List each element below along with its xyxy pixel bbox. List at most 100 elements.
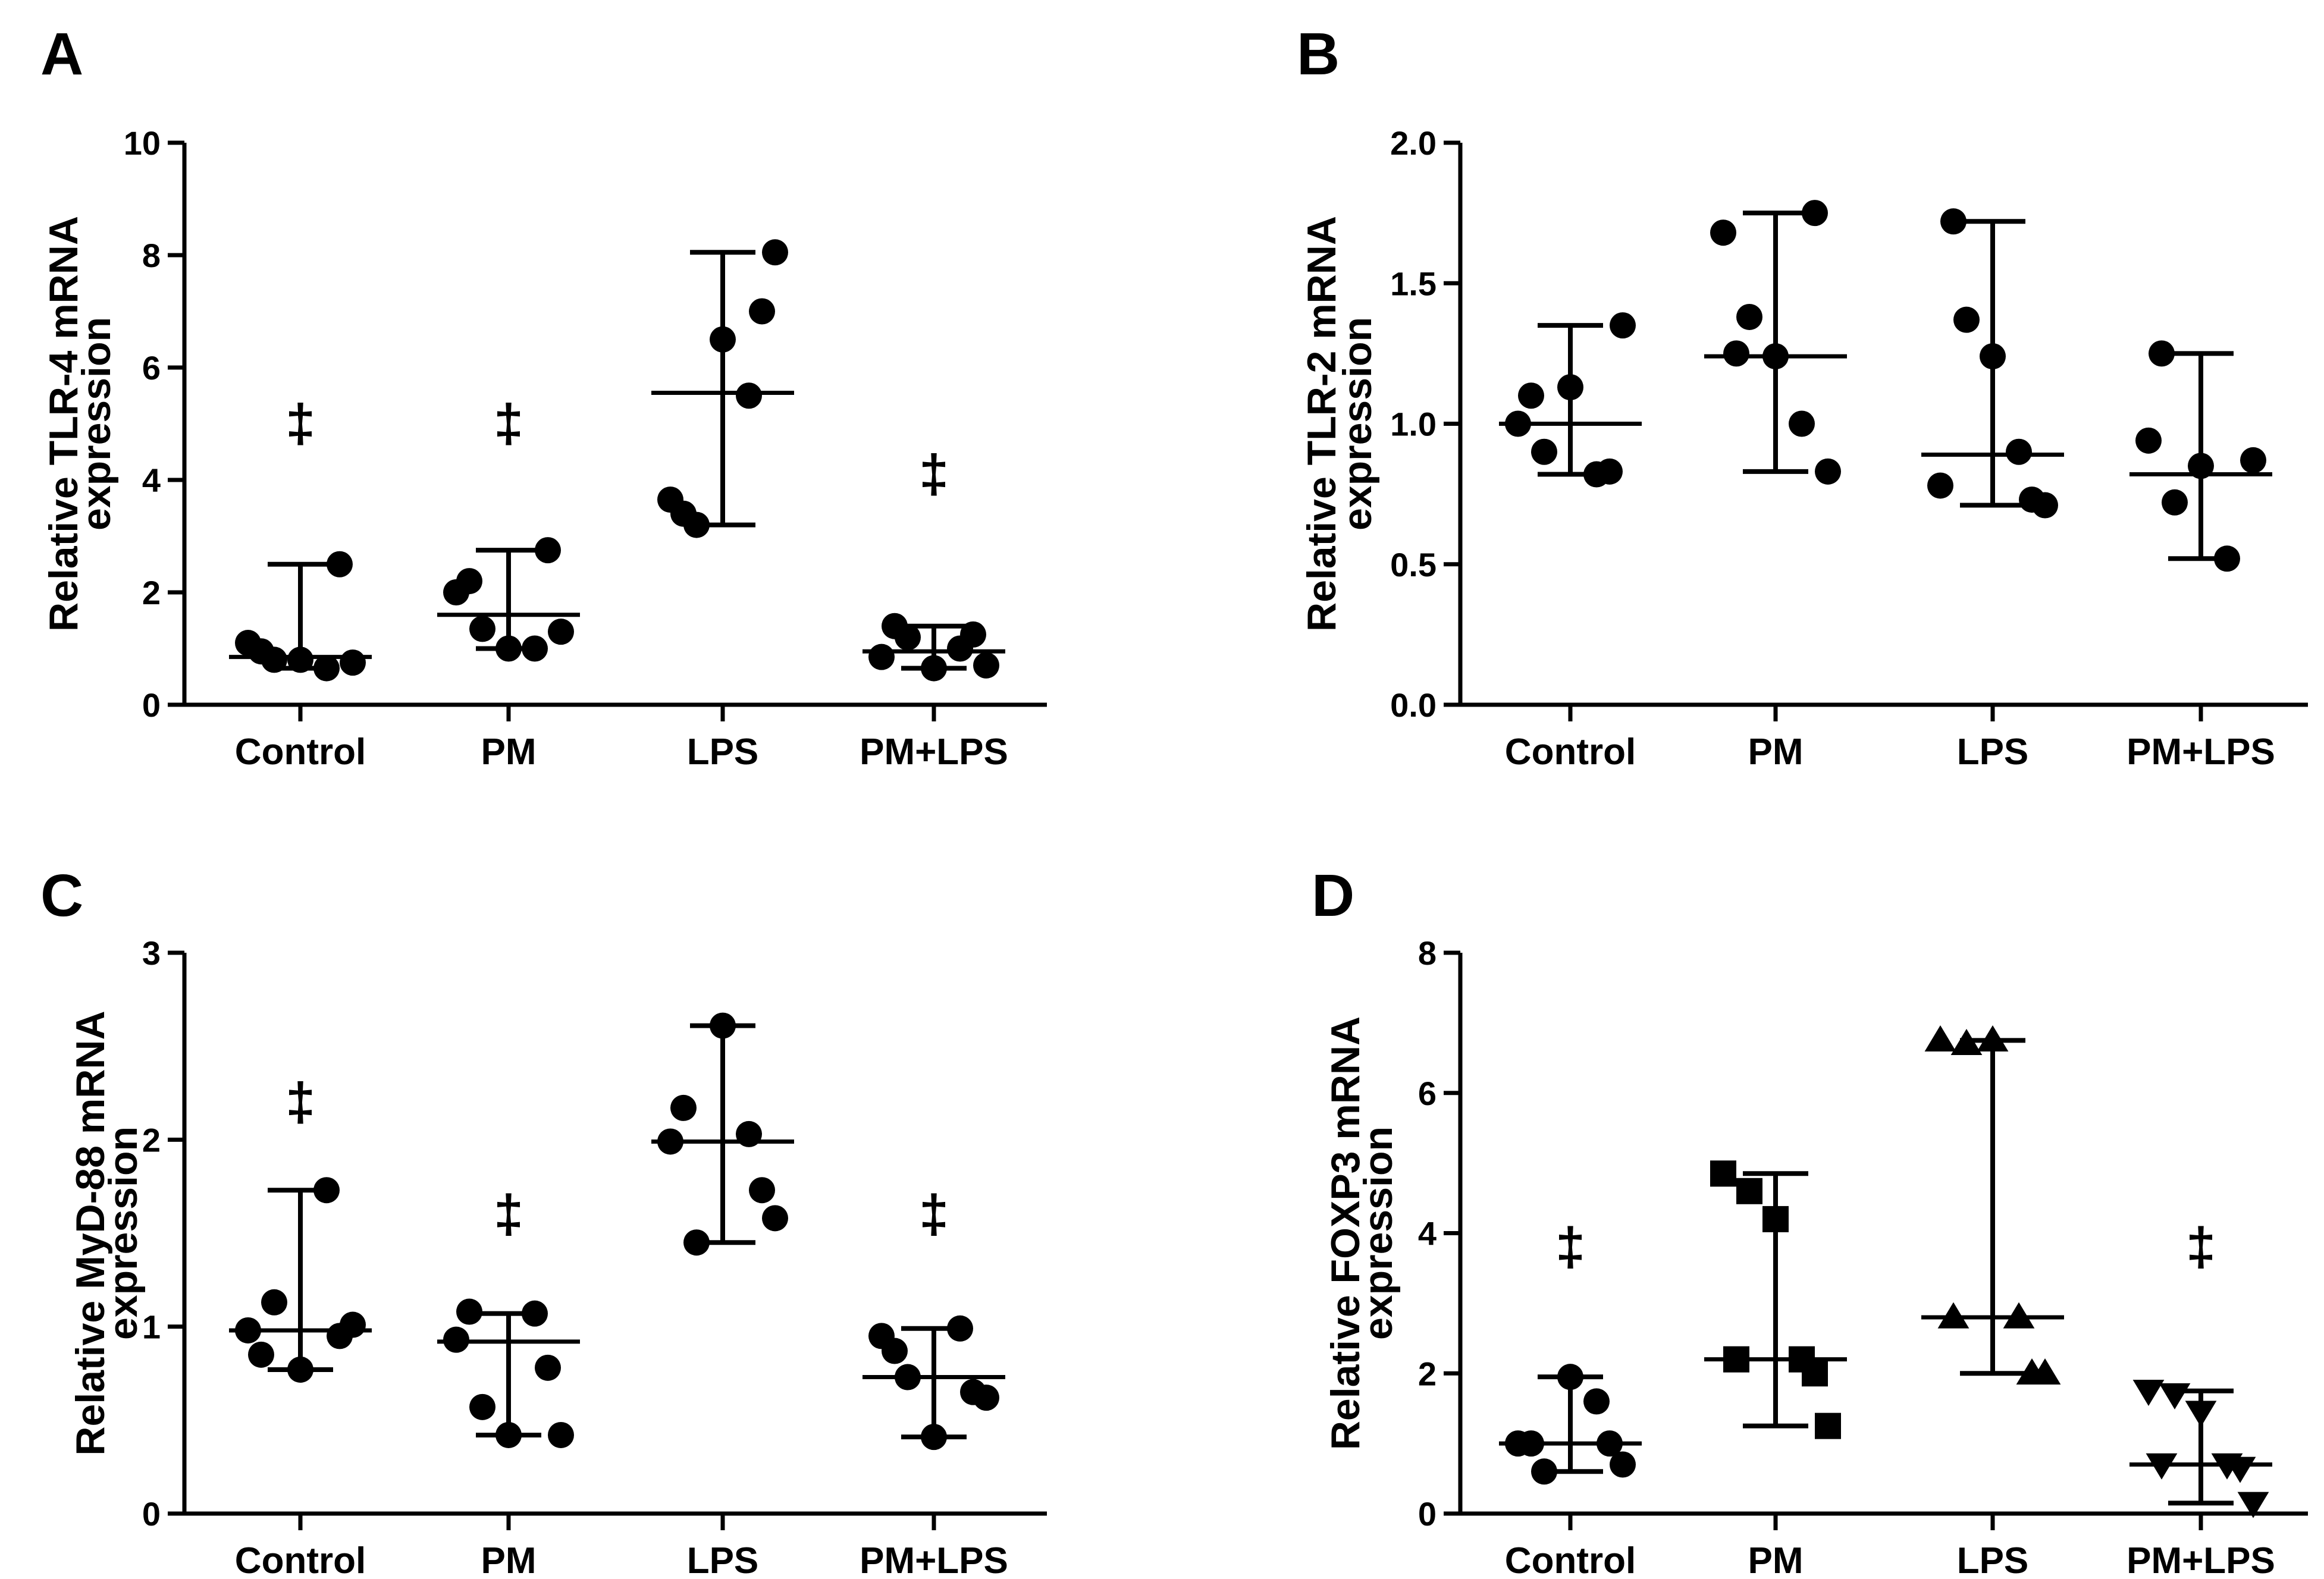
data-group: ‡ <box>437 1185 580 1448</box>
panel-c: C 0 1 2 3 Control PM LPS PM+LPS Relative MyD-88 … <box>40 862 1047 1579</box>
data-point <box>535 1354 561 1381</box>
significance-marker: ‡ <box>286 1072 315 1132</box>
data-point <box>960 1379 986 1405</box>
y-tick-label: 1.5 <box>1390 265 1437 302</box>
y-tick-label: 2 <box>1418 1355 1437 1392</box>
data-point <box>2146 1453 2178 1480</box>
y-tick-label: 0 <box>142 1495 161 1533</box>
data-point <box>522 635 548 662</box>
data-point <box>1940 208 1967 235</box>
data-point <box>1950 1028 1983 1055</box>
y-tick-label: 8 <box>1418 934 1437 972</box>
data-point <box>1610 312 1636 339</box>
data-point <box>340 649 366 676</box>
data-point <box>762 1205 788 1232</box>
data-group: ‡ <box>1499 1217 1642 1485</box>
data-point <box>1597 458 1623 485</box>
data-point <box>522 1300 548 1327</box>
data-point <box>2237 1492 2269 1518</box>
x-tick-label: PM <box>481 732 537 773</box>
significance-marker: ‡ <box>919 445 949 504</box>
x-tick-label: PM+LPS <box>2127 732 2275 773</box>
y-tick-label: 0 <box>1418 1495 1437 1533</box>
x-tick-label: PM <box>1748 732 1804 773</box>
data-point <box>882 613 908 639</box>
data-point <box>1531 1458 1557 1485</box>
y-tick-label: 10 <box>124 124 161 162</box>
data-point <box>1610 1451 1636 1478</box>
data-point <box>710 1012 736 1039</box>
x-tick-label: LPS <box>687 1540 759 1579</box>
panel-b: B 0.0 0.5 1.0 1.5 2.0 Control PM LPS PM+LPS Relat… <box>1297 21 2308 773</box>
y-axis-label: Relative TLR-2 mRNA <box>1299 216 1344 632</box>
data-point <box>1597 1430 1623 1457</box>
significance-marker: ‡ <box>1555 1217 1585 1277</box>
data-point <box>1789 410 1815 437</box>
data-point <box>1762 343 1789 370</box>
data-point <box>248 1341 274 1368</box>
data-point <box>2149 340 2175 367</box>
data-point <box>1815 1412 1841 1439</box>
data-point <box>670 1094 697 1121</box>
data-point <box>1710 1160 1736 1187</box>
data-group <box>1921 1025 2064 1385</box>
data-group: ‡ <box>229 1072 372 1383</box>
data-point <box>1802 200 1828 227</box>
y-tick-label: 0 <box>142 686 161 724</box>
y-axis-label-line2: expression <box>1356 1126 1401 1340</box>
y-tick-label: 3 <box>142 934 161 972</box>
data-point <box>1937 1302 1969 1329</box>
data-point <box>2016 1358 2048 1385</box>
y-axis-label-line2: expression <box>74 317 119 530</box>
data-group: ‡ <box>863 1185 1005 1451</box>
y-tick-label: 4 <box>142 462 161 499</box>
significance-marker: ‡ <box>286 394 315 454</box>
panel-d: D 0 2 4 6 8 Control PM LPS PM+LPS Relative FOXP3 … <box>1312 862 2308 1579</box>
data-point <box>1802 1360 1828 1387</box>
data-point <box>1924 1025 1956 1052</box>
y-axis-label: Relative FOXP3 mRNA <box>1323 1016 1368 1450</box>
panel-letter-c: C <box>40 862 83 929</box>
y-tick-label: 2.0 <box>1390 124 1437 162</box>
data-point <box>921 1424 947 1451</box>
data-point <box>469 1393 495 1420</box>
data-point <box>1531 438 1557 465</box>
data-point <box>882 1338 908 1364</box>
data-point <box>2240 447 2266 473</box>
panel-letter-b: B <box>1297 21 1340 87</box>
data-point <box>2159 1383 2191 1410</box>
x-tick-label: LPS <box>687 732 759 773</box>
significance-marker: ‡ <box>2186 1217 2216 1277</box>
data-point <box>1736 1178 1762 1204</box>
y-tick-label: 2 <box>142 1121 161 1159</box>
panel-c-plot: 0 1 2 3 Control PM LPS PM+LPS Relative MyD-88 mR… <box>68 934 1047 1579</box>
data-point <box>1980 343 2006 370</box>
data-point <box>248 638 274 665</box>
panel-b-plot: 0.0 0.5 1.0 1.5 2.0 Control PM LPS PM+LPS Relativ… <box>1299 124 2308 773</box>
data-point <box>327 551 353 577</box>
data-group <box>1704 200 1847 485</box>
data-point <box>1927 472 1953 499</box>
data-point <box>456 568 482 595</box>
y-axis-label-line2: expression <box>101 1126 146 1340</box>
data-point <box>535 537 561 564</box>
y-axis-label-line2: expression <box>1335 317 1380 530</box>
y-tick-label: 6 <box>142 349 161 387</box>
y-axis-label: Relative MyD-88 mRNA <box>68 1010 113 1455</box>
x-tick-label: LPS <box>1957 1540 2029 1579</box>
x-tick-label: Control <box>235 732 366 773</box>
x-tick-label: Control <box>1505 732 1636 773</box>
y-tick-label: 8 <box>142 237 161 274</box>
x-tick-label: Control <box>235 1540 366 1579</box>
data-point <box>657 1128 683 1155</box>
data-point <box>1505 410 1531 437</box>
data-point <box>736 382 762 409</box>
data-point <box>443 1326 469 1353</box>
data-point <box>2132 1380 2165 1407</box>
data-group: ‡ <box>437 394 580 662</box>
data-point <box>736 1120 762 1147</box>
data-point <box>947 1315 973 1342</box>
data-group <box>1499 312 1642 488</box>
data-point <box>235 1317 261 1343</box>
panel-letter-d: D <box>1312 862 1354 929</box>
